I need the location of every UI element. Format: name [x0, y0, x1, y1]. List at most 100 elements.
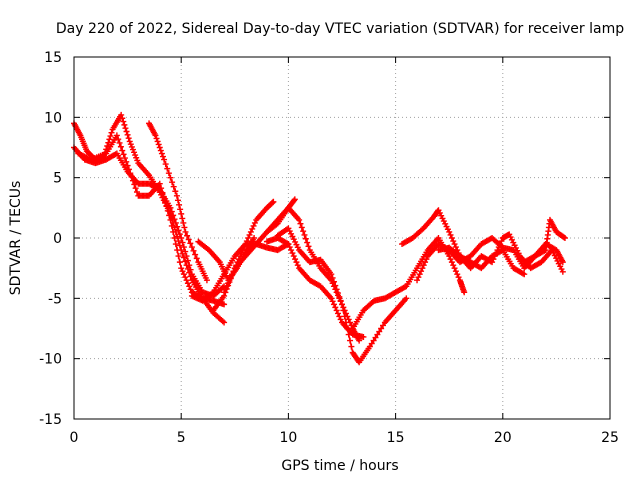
grid [74, 57, 610, 419]
data-point [450, 238, 457, 245]
data-point [124, 131, 131, 138]
data-point [183, 253, 190, 260]
data-point [182, 248, 189, 255]
data-point [184, 232, 191, 239]
series-sat-c [75, 132, 228, 308]
data-point [292, 256, 299, 263]
data-point [187, 266, 194, 273]
data-point [119, 115, 126, 122]
data-point [132, 185, 139, 192]
data-point [245, 235, 252, 241]
data-point [415, 274, 422, 281]
data-point [177, 206, 184, 213]
data-point [115, 136, 122, 143]
data-point [155, 141, 162, 148]
data-point [559, 268, 566, 275]
data-point [490, 256, 497, 263]
data-point [168, 222, 175, 229]
data-point [237, 253, 244, 260]
data-point [184, 280, 191, 287]
data-point [289, 250, 296, 257]
data-point [288, 247, 295, 254]
data-point [190, 247, 197, 254]
data-point [447, 231, 454, 238]
data-point [366, 343, 373, 350]
data-point [242, 241, 249, 248]
data-point [221, 301, 228, 308]
data-point [560, 234, 567, 241]
data-point [176, 201, 183, 208]
series-sat-l [349, 235, 468, 332]
data-point [293, 259, 300, 266]
data-point [203, 277, 210, 284]
data-point [178, 235, 185, 241]
data-point [175, 238, 182, 245]
data-point [121, 155, 128, 162]
data-point [160, 194, 167, 201]
data-point [179, 215, 186, 222]
y-tick-label: -5 [48, 291, 62, 307]
data-point [330, 278, 337, 285]
data-point [120, 151, 127, 158]
data-point [294, 262, 301, 269]
data-point [119, 147, 126, 154]
data-point [329, 274, 336, 281]
data-point [223, 283, 230, 290]
data-point [452, 268, 459, 275]
data-point [378, 325, 385, 332]
data-point [131, 181, 138, 188]
data-point [339, 301, 345, 308]
data-point [450, 262, 457, 269]
data-point [243, 238, 250, 245]
data-point [131, 149, 138, 156]
data-point [174, 197, 181, 204]
y-tick-label: 15 [44, 50, 62, 66]
data-point [334, 290, 341, 297]
data-point [176, 259, 183, 266]
data-point [172, 219, 179, 226]
data-point [153, 135, 160, 142]
data-point [128, 143, 135, 150]
data-point [156, 144, 163, 151]
data-point [328, 295, 335, 302]
data-point [344, 325, 351, 332]
data-point [170, 228, 177, 235]
data-point [291, 196, 298, 203]
data-point [120, 118, 127, 125]
x-tick-label: 0 [70, 430, 79, 446]
data-point [167, 174, 174, 181]
data-point [180, 219, 187, 226]
data-point [489, 259, 496, 266]
data-point [345, 316, 352, 323]
data-point [348, 343, 355, 350]
data-point [229, 271, 236, 278]
data-point [181, 224, 188, 231]
data-point [286, 244, 293, 251]
data-point [104, 142, 111, 149]
data-point [269, 199, 276, 206]
data-point [448, 235, 455, 241]
data-point [422, 259, 429, 266]
data-point [128, 173, 135, 180]
data-point [158, 150, 165, 157]
data-point [332, 282, 339, 289]
data-point [185, 236, 192, 243]
data-point [561, 235, 568, 241]
data-point [297, 220, 304, 227]
data-point [230, 268, 237, 275]
y-tick-label: -15 [39, 412, 62, 428]
data-point [302, 235, 309, 242]
data-point [249, 225, 256, 232]
data-point [156, 180, 163, 187]
data-point [290, 253, 297, 260]
data-point [418, 268, 425, 275]
data-point [455, 274, 462, 281]
data-point [124, 162, 131, 169]
data-point [113, 132, 120, 139]
series-sat-n [414, 235, 566, 284]
data-point [446, 253, 453, 260]
data-point [416, 271, 423, 278]
data-point [174, 223, 181, 230]
data-point [447, 256, 454, 263]
data-point [343, 319, 350, 326]
